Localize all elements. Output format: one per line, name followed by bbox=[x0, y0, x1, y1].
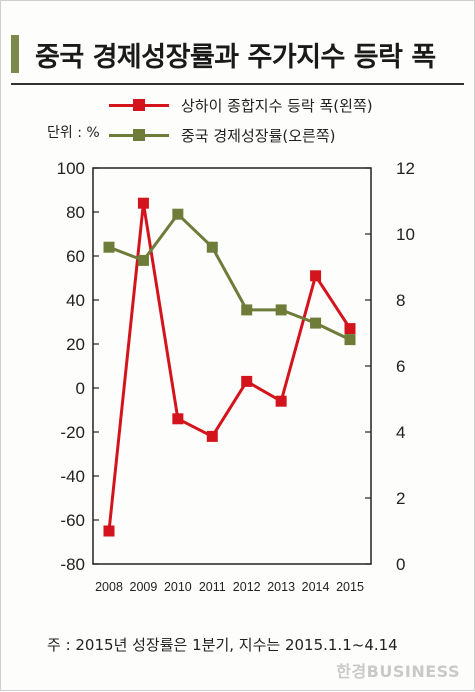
data-point-shanghai-index bbox=[344, 323, 356, 335]
x-tick-label: 2013 bbox=[267, 580, 295, 594]
left-tick-label: 20 bbox=[66, 335, 85, 354]
left-tick-label: 0 bbox=[76, 379, 85, 398]
left-tick-label: -40 bbox=[60, 467, 85, 486]
data-point-shanghai-index bbox=[310, 270, 322, 282]
x-tick-label: 2009 bbox=[130, 580, 158, 594]
unit-label: 단위 : % bbox=[47, 125, 100, 141]
data-point-gdp-growth bbox=[137, 254, 149, 266]
series-line-shanghai-index bbox=[107, 201, 352, 532]
legend-marker-green bbox=[133, 129, 145, 141]
footnote: 주 : 2015년 성장률은 1분기, 지수는 2015.1.1~4.14 bbox=[47, 636, 398, 654]
x-tick-label: 2011 bbox=[199, 580, 226, 594]
legend-line-red bbox=[109, 99, 169, 111]
right-tick-label: 6 bbox=[396, 357, 405, 376]
data-point-gdp-growth bbox=[241, 304, 253, 316]
series-line-gdp-growth bbox=[108, 212, 351, 341]
x-tick-label: 2010 bbox=[164, 580, 192, 594]
plot-frame bbox=[92, 167, 372, 565]
legend-label-gdp: 중국 경제성장률(오른쪽) bbox=[181, 127, 336, 145]
data-point-gdp-growth bbox=[172, 208, 184, 220]
left-tick-label: 60 bbox=[66, 247, 85, 266]
right-tick-label: 8 bbox=[396, 291, 405, 310]
right-tick-label: 4 bbox=[396, 423, 405, 442]
data-point-gdp-growth bbox=[310, 317, 322, 329]
data-point-shanghai-index bbox=[206, 430, 218, 442]
left-tick-label: -60 bbox=[60, 511, 85, 530]
legend-line-green bbox=[109, 129, 169, 141]
chart-title: 중국 경제성장률과 주가지수 등락 폭 bbox=[35, 42, 436, 73]
data-point-gdp-growth bbox=[103, 241, 115, 253]
left-tick-label: -80 bbox=[60, 555, 85, 574]
data-point-shanghai-index bbox=[103, 525, 115, 537]
x-tick-label: 2012 bbox=[233, 580, 261, 594]
title-accent-bar bbox=[11, 35, 19, 73]
x-tick-label: 2015 bbox=[336, 580, 364, 594]
left-tick-label: 100 bbox=[57, 159, 85, 178]
data-point-shanghai-index bbox=[241, 375, 253, 387]
title-divider bbox=[11, 83, 464, 85]
left-tick-label: 80 bbox=[66, 203, 85, 222]
data-point-shanghai-index bbox=[172, 413, 184, 425]
data-point-shanghai-index bbox=[137, 197, 149, 209]
x-tick-label: 2014 bbox=[302, 580, 330, 594]
legend-item-gdp: 중국 경제성장률(오른쪽) bbox=[109, 125, 335, 146]
right-tick-label: 0 bbox=[396, 555, 405, 574]
left-tick-label: 40 bbox=[66, 291, 85, 310]
right-tick-label: 10 bbox=[396, 225, 415, 244]
data-point-gdp-growth bbox=[206, 241, 218, 253]
data-point-gdp-growth bbox=[344, 334, 356, 346]
legend-item-shanghai: 상하이 종합지수 등락 폭(왼쪽) bbox=[109, 95, 373, 116]
right-tick-label: 2 bbox=[396, 489, 405, 508]
data-point-shanghai-index bbox=[275, 395, 287, 407]
left-tick-label: -20 bbox=[60, 423, 85, 442]
right-tick-label: 12 bbox=[396, 159, 415, 178]
legend-label-shanghai: 상하이 종합지수 등락 폭(왼쪽) bbox=[181, 97, 373, 115]
watermark-logo: 한경BUSINESS bbox=[336, 662, 460, 681]
legend-marker-red bbox=[133, 99, 145, 111]
x-tick-label: 2008 bbox=[95, 580, 123, 594]
data-point-gdp-growth bbox=[275, 304, 287, 316]
